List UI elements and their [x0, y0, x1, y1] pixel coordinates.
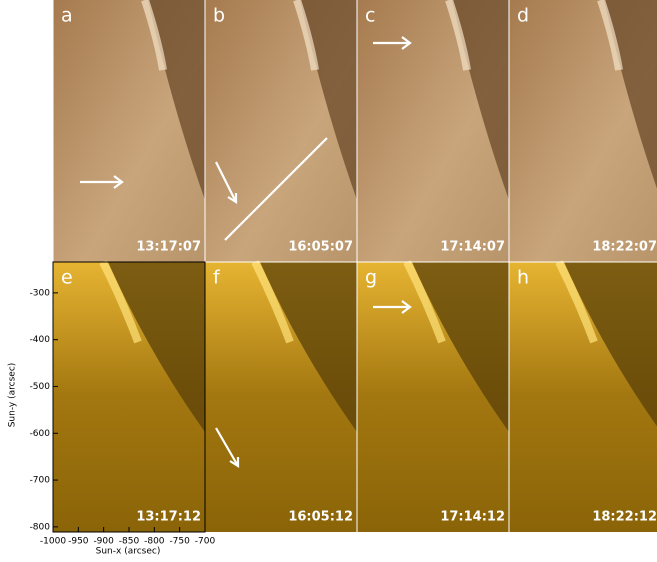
panel-label: a	[61, 5, 73, 27]
y-tick-label: -400	[30, 335, 51, 345]
panel-label: b	[213, 5, 225, 27]
image-grid	[53, 0, 657, 532]
y-tick-label: -300	[30, 288, 51, 298]
panel-label: g	[365, 267, 377, 289]
panel-time: 13:17:07	[136, 240, 201, 255]
y-tick-label: -600	[30, 429, 51, 439]
x-tick-label: -1000	[40, 537, 66, 547]
y-tick-label: -500	[30, 382, 51, 392]
panel-time: 18:22:07	[592, 240, 657, 255]
x-tick-label: -850	[119, 537, 140, 547]
panel-label: e	[61, 267, 73, 289]
x-tick-label: -900	[93, 537, 114, 547]
y-tick-label: -800	[30, 522, 51, 532]
x-axis-label: Sun-x (arcsec)	[96, 547, 161, 557]
figure: Sun-y (arcsec) Sun-x (arcsec) a 13:17:07 b…	[0, 0, 657, 562]
x-tick-label: -950	[68, 537, 89, 547]
panel-time: 18:22:12	[592, 510, 657, 525]
x-tick-label: -800	[144, 537, 165, 547]
panel-label: h	[517, 267, 529, 289]
panel-label: c	[365, 5, 375, 27]
panel-time: 17:14:07	[440, 240, 505, 255]
y-axis-label: Sun-y (arcsec)	[8, 363, 18, 428]
panel-time: 16:05:07	[288, 240, 353, 255]
panel-label: d	[517, 5, 529, 27]
x-tick-label: -750	[169, 537, 190, 547]
panel-time: 16:05:12	[288, 510, 353, 525]
y-tick-label: -700	[30, 476, 51, 486]
panel-time: 13:17:12	[136, 510, 201, 525]
panel-time: 17:14:12	[440, 510, 505, 525]
x-tick-label: -700	[195, 537, 216, 547]
